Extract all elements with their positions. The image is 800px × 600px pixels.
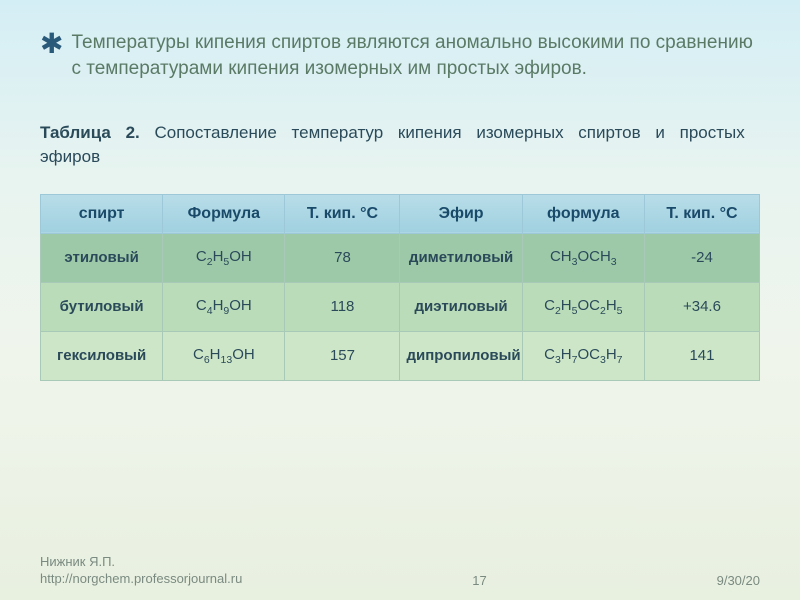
cell-formula1: C2H5OH: [163, 233, 285, 282]
th-temp1: Т. кип. °С: [285, 194, 400, 233]
table-row: этиловый C2H5OH 78 диметиловый CH3OCH3 -…: [41, 233, 760, 282]
table-header-row: спирт Формула Т. кип. °С Эфир формула Т.…: [41, 194, 760, 233]
caption-text: Сопоставление температур кипения изомерн…: [40, 123, 745, 166]
footer-author: Нижник Я.П. http://norgchem.professorjou…: [40, 554, 242, 588]
cell-alcohol: бутиловый: [41, 282, 163, 331]
cell-temp2: 141: [644, 331, 759, 380]
th-alcohol: спирт: [41, 194, 163, 233]
cell-alcohol: гексиловый: [41, 331, 163, 380]
footer-date: 9/30/20: [717, 573, 760, 588]
cell-ether: диэтиловый: [400, 282, 522, 331]
cell-formula2: C3H7OC3H7: [522, 331, 644, 380]
main-bullet: ✱ Температуры кипения спиртов являются а…: [40, 30, 760, 81]
table-caption: Таблица 2. Сопоставление температур кипе…: [40, 121, 760, 169]
cell-temp1: 78: [285, 233, 400, 282]
cell-temp1: 118: [285, 282, 400, 331]
cell-ether: диметиловый: [400, 233, 522, 282]
cell-formula1: C6H13OH: [163, 331, 285, 380]
cell-temp1: 157: [285, 331, 400, 380]
author-url: http://norgchem.professorjournal.ru: [40, 571, 242, 588]
cell-temp2: +34.6: [644, 282, 759, 331]
th-formula1: Формула: [163, 194, 285, 233]
bullet-text: Температуры кипения спиртов являются ано…: [71, 30, 760, 81]
th-formula2: формула: [522, 194, 644, 233]
table-row: бутиловый C4H9OH 118 диэтиловый C2H5OC2H…: [41, 282, 760, 331]
cell-alcohol: этиловый: [41, 233, 163, 282]
asterisk-icon: ✱: [40, 30, 63, 58]
boiling-points-table: спирт Формула Т. кип. °С Эфир формула Т.…: [40, 194, 760, 381]
cell-formula1: C4H9OH: [163, 282, 285, 331]
cell-formula2: C2H5OC2H5: [522, 282, 644, 331]
cell-temp2: -24: [644, 233, 759, 282]
table-row: гексиловый C6H13OH 157 дипропиловый C3H7…: [41, 331, 760, 380]
th-ether: Эфир: [400, 194, 522, 233]
author-name: Нижник Я.П.: [40, 554, 242, 571]
footer-page: 17: [472, 573, 486, 588]
cell-ether: дипропиловый: [400, 331, 522, 380]
th-temp2: Т. кип. °С: [644, 194, 759, 233]
caption-label: Таблица 2.: [40, 123, 140, 142]
cell-formula2: CH3OCH3: [522, 233, 644, 282]
footer: Нижник Я.П. http://norgchem.professorjou…: [0, 554, 800, 588]
